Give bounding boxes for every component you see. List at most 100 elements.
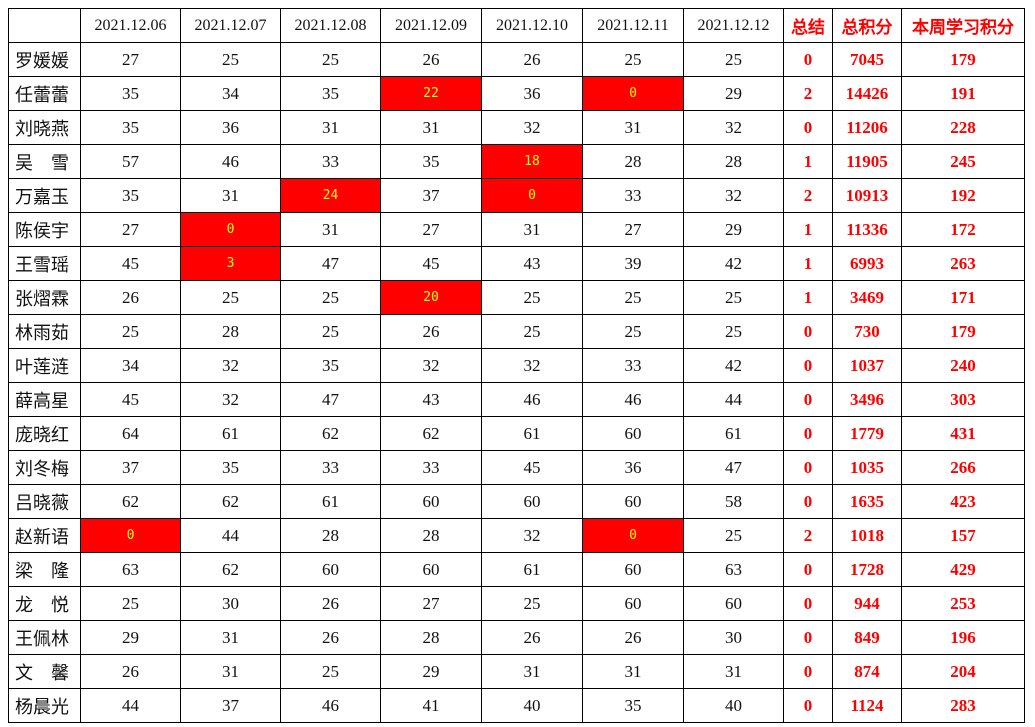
score-cell: 32 — [683, 178, 784, 213]
total-points-cell: 1635 — [832, 484, 902, 519]
table-row: 梁 隆 63 62 60 60 61 60 63 0 1728 429 — [8, 552, 1025, 587]
summary-cell: 0 — [783, 314, 833, 349]
score-cell: 58 — [683, 484, 784, 519]
total-points-cell: 849 — [832, 620, 902, 655]
score-cell: 28 — [683, 144, 784, 179]
score-cell: 35 — [582, 688, 684, 723]
week-points-cell: 204 — [901, 654, 1025, 689]
score-cell: 31 — [280, 110, 381, 145]
score-cell: 31 — [180, 178, 281, 213]
score-table: 2021.12.06 2021.12.07 2021.12.08 2021.12.09… — [8, 8, 1025, 723]
score-cell: 37 — [380, 178, 482, 213]
week-points-cell: 283 — [901, 688, 1025, 723]
total-points-cell: 1779 — [832, 416, 902, 451]
score-cell: 45 — [80, 246, 181, 281]
summary-cell: 2 — [783, 518, 833, 553]
score-cell: 32 — [481, 110, 583, 145]
score-cell: 27 — [80, 42, 181, 77]
total-points-cell: 3469 — [832, 280, 902, 315]
low-score-cell: 18 — [481, 144, 583, 179]
score-cell: 33 — [280, 144, 381, 179]
student-name: 任蕾蕾 — [8, 76, 81, 111]
total-points-cell: 874 — [832, 654, 902, 689]
total-points-cell: 14426 — [832, 76, 902, 111]
score-cell: 60 — [380, 552, 482, 587]
date-header: 2021.12.11 — [582, 8, 684, 43]
student-name: 陈侯宇 — [8, 212, 81, 247]
summary-cell: 0 — [783, 450, 833, 485]
score-cell: 33 — [582, 348, 684, 383]
score-cell: 40 — [683, 688, 784, 723]
score-cell: 61 — [481, 416, 583, 451]
score-cell: 35 — [280, 348, 381, 383]
table-row: 林雨茹 25 28 25 26 25 25 25 0 730 179 — [8, 314, 1025, 349]
week-points-cell: 423 — [901, 484, 1025, 519]
table-row: 罗媛媛 27 25 25 26 26 25 25 0 7045 179 — [8, 42, 1025, 77]
student-name: 龙 悦 — [8, 586, 81, 621]
score-cell: 31 — [582, 654, 684, 689]
total-points-cell: 1728 — [832, 552, 902, 587]
score-cell: 33 — [582, 178, 684, 213]
score-cell: 25 — [481, 314, 583, 349]
score-cell: 47 — [280, 382, 381, 417]
score-cell: 47 — [683, 450, 784, 485]
student-name: 杨晨光 — [8, 688, 81, 723]
score-cell: 45 — [80, 382, 181, 417]
score-cell: 62 — [80, 484, 181, 519]
low-score-cell: 22 — [380, 76, 482, 111]
score-cell: 31 — [582, 110, 684, 145]
week-points-cell: 191 — [901, 76, 1025, 111]
table-row: 王佩林 29 31 26 28 26 26 30 0 849 196 — [8, 620, 1025, 655]
score-cell: 25 — [180, 280, 281, 315]
total-points-cell: 1037 — [832, 348, 902, 383]
score-cell: 25 — [481, 280, 583, 315]
date-header: 2021.12.10 — [481, 8, 583, 43]
score-cell: 35 — [180, 450, 281, 485]
low-score-cell: 20 — [380, 280, 482, 315]
student-name: 林雨茹 — [8, 314, 81, 349]
score-cell: 44 — [80, 688, 181, 723]
date-header: 2021.12.06 — [80, 8, 181, 43]
total-points-cell: 11905 — [832, 144, 902, 179]
score-cell: 25 — [582, 280, 684, 315]
low-score-cell: 0 — [582, 518, 684, 553]
score-cell: 41 — [380, 688, 482, 723]
table-row: 叶莲涟 34 32 35 32 32 33 42 0 1037 240 — [8, 348, 1025, 383]
score-cell: 46 — [582, 382, 684, 417]
score-cell: 30 — [683, 620, 784, 655]
score-cell: 35 — [380, 144, 482, 179]
score-cell: 47 — [280, 246, 381, 281]
score-cell: 36 — [180, 110, 281, 145]
summary-cell: 1 — [783, 144, 833, 179]
score-cell: 31 — [481, 212, 583, 247]
summary-cell: 0 — [783, 654, 833, 689]
score-cell: 28 — [380, 518, 482, 553]
score-cell: 60 — [380, 484, 482, 519]
table-row: 王雪瑶 45 3 47 45 43 39 42 1 6993 263 — [8, 246, 1025, 281]
score-cell: 25 — [280, 42, 381, 77]
score-cell: 27 — [80, 212, 181, 247]
score-cell: 60 — [683, 586, 784, 621]
score-cell: 31 — [180, 620, 281, 655]
table-row: 张熠霖 26 25 25 20 25 25 25 1 3469 171 — [8, 280, 1025, 315]
score-cell: 34 — [80, 348, 181, 383]
low-score-cell: 0 — [80, 518, 181, 553]
student-name: 刘晓燕 — [8, 110, 81, 145]
score-cell: 33 — [380, 450, 482, 485]
summary-header: 总结 — [783, 8, 833, 43]
student-name: 叶莲涟 — [8, 348, 81, 383]
score-cell: 26 — [280, 586, 381, 621]
score-cell: 35 — [80, 76, 181, 111]
summary-cell: 0 — [783, 348, 833, 383]
score-cell: 60 — [481, 484, 583, 519]
score-cell: 25 — [280, 280, 381, 315]
summary-cell: 0 — [783, 688, 833, 723]
table-row: 赵新语 0 44 28 28 32 0 25 2 1018 157 — [8, 518, 1025, 553]
score-cell: 44 — [683, 382, 784, 417]
student-name: 万嘉玉 — [8, 178, 81, 213]
score-cell: 31 — [380, 110, 482, 145]
week-points-cell: 196 — [901, 620, 1025, 655]
total-points-cell: 1035 — [832, 450, 902, 485]
score-cell: 26 — [80, 654, 181, 689]
score-cell: 62 — [180, 484, 281, 519]
